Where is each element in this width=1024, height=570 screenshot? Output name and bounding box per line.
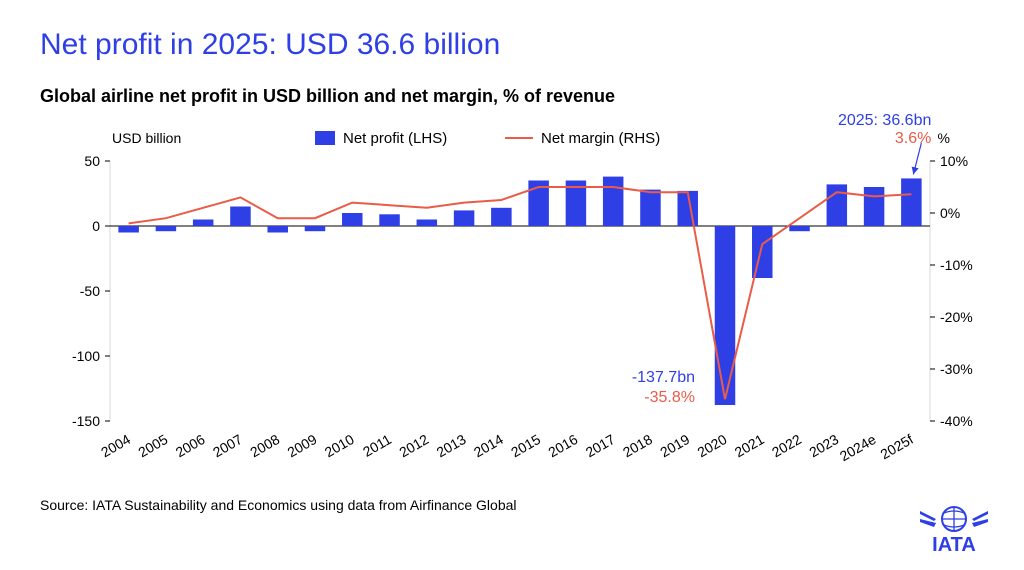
y-left-tick: -50: [80, 283, 100, 299]
bar-net-profit: [454, 210, 475, 226]
y-left-tick: 50: [84, 153, 100, 169]
x-category-label: 2012: [396, 431, 431, 461]
bar-net-profit: [901, 178, 922, 226]
bar-net-profit: [417, 220, 438, 227]
y-left-title: USD billion: [112, 130, 181, 146]
x-category-label: 2007: [210, 431, 245, 461]
bar-net-profit: [715, 226, 736, 405]
x-category-label: 2016: [545, 431, 580, 461]
x-category-label: 2017: [583, 431, 618, 461]
y-left-tick: 0: [92, 218, 100, 234]
y-right-title: %: [938, 130, 950, 146]
bar-net-profit: [491, 208, 512, 226]
x-category-label: 2006: [173, 431, 208, 461]
x-category-label: 2024e: [837, 431, 879, 464]
bar-net-profit: [603, 177, 624, 226]
y-right-tick: -10%: [940, 257, 973, 273]
annotation-arrow: [913, 143, 921, 174]
main-title: Net profit in 2025: USD 36.6 billion: [40, 28, 994, 62]
bar-net-profit: [230, 207, 251, 227]
x-category-label: 2020: [695, 431, 730, 461]
bar-net-profit: [342, 213, 363, 226]
legend-margin-label: Net margin (RHS): [541, 130, 660, 147]
y-left-tick: -150: [72, 413, 100, 429]
x-category-label: 2022: [769, 431, 804, 461]
annotation-last-profit: 2025: 36.6bn: [838, 112, 931, 129]
y-left-tick: -100: [72, 348, 100, 364]
chart-container: -150-100-50050-40%-30%-20%-10%0%10%20042…: [40, 111, 1000, 491]
bar-net-profit: [827, 184, 848, 226]
y-right-tick: 0%: [940, 205, 960, 221]
x-category-label: 2019: [657, 431, 692, 461]
y-right-tick: -40%: [940, 413, 973, 429]
x-category-label: 2023: [806, 431, 841, 461]
y-right-tick: 10%: [940, 153, 968, 169]
x-category-label: 2004: [98, 431, 133, 461]
source-text: Source: IATA Sustainability and Economic…: [40, 497, 994, 513]
legend-profit-swatch: [315, 131, 335, 145]
x-category-label: 2014: [471, 431, 506, 461]
bar-net-profit: [379, 214, 400, 226]
bar-net-profit: [640, 190, 661, 226]
x-category-label: 2025f: [878, 431, 916, 462]
x-category-label: 2009: [285, 431, 320, 461]
bar-net-profit: [864, 187, 885, 226]
x-category-label: 2013: [434, 431, 469, 461]
y-right-tick: -30%: [940, 361, 973, 377]
annotation-low-margin: -35.8%: [644, 389, 695, 406]
x-category-label: 2010: [322, 431, 357, 461]
chart-subtitle: Global airline net profit in USD billion…: [40, 86, 994, 107]
chart-svg: -150-100-50050-40%-30%-20%-10%0%10%20042…: [40, 111, 1000, 491]
x-category-label: 2008: [247, 431, 282, 461]
x-category-label: 2011: [360, 431, 394, 460]
bar-net-profit: [193, 220, 214, 227]
annotation-low-profit: -137.7bn: [632, 369, 695, 386]
x-category-label: 2015: [508, 431, 543, 461]
x-category-label: 2021: [732, 431, 767, 461]
x-category-label: 2018: [620, 431, 655, 461]
legend-profit-label: Net profit (LHS): [343, 130, 447, 147]
logo-text: IATA: [932, 534, 976, 556]
iata-logo: IATA: [914, 501, 994, 556]
annotation-last-margin: 3.6%: [895, 130, 931, 147]
x-category-label: 2005: [135, 431, 170, 461]
y-right-tick: -20%: [940, 309, 973, 325]
page: Net profit in 2025: USD 36.6 billion Glo…: [0, 0, 1024, 570]
